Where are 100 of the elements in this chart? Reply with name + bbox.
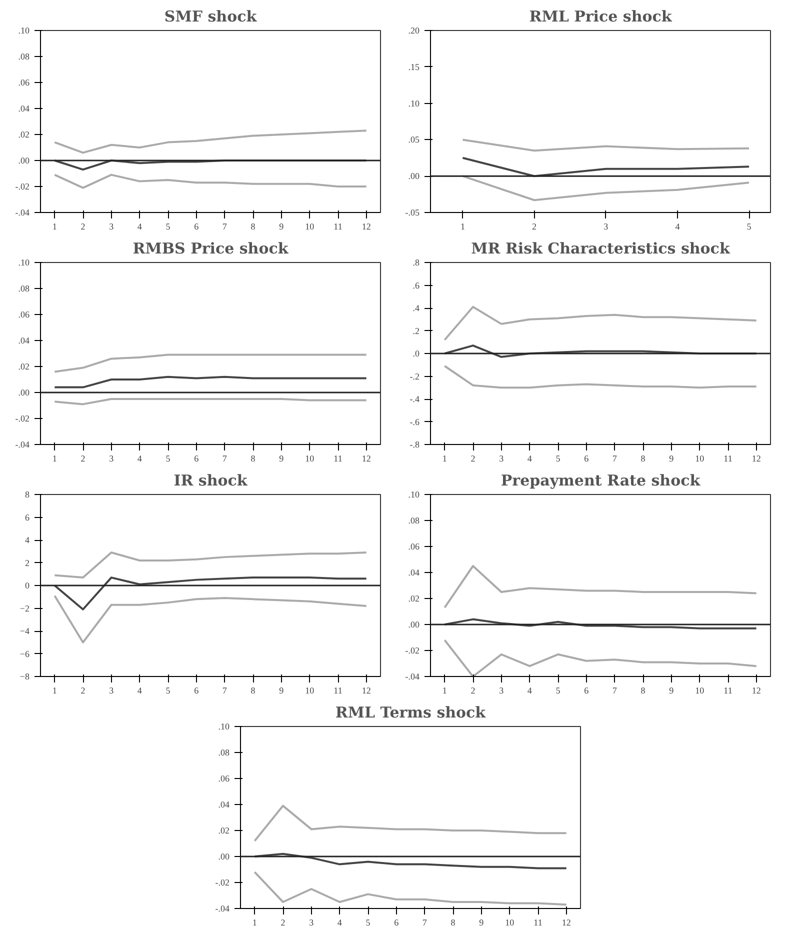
y-tick-label: 6 [25,512,30,522]
chart-title: SMF shock [164,8,258,26]
x-tick-label: 10 [305,222,315,232]
x-tick-label: 9 [279,454,284,464]
x-tick-label: 1 [442,686,447,696]
x-tick-label: 7 [222,686,228,696]
x-tick-label: 5 [166,454,171,464]
x-tick-label: 5 [166,686,171,696]
x-tick-label: 4 [675,222,680,232]
x-tick-label: 6 [194,454,200,464]
x-tick-label: 3 [109,686,114,696]
x-tick-label: 8 [250,454,256,464]
x-tick-label: 8 [640,686,646,696]
x-tick-label: 2 [532,222,537,232]
x-tick-label: 7 [422,918,428,928]
line-series [462,138,750,152]
y-tick-label: .00 [18,156,30,166]
y-tick-label: 2 [25,558,30,568]
y-tick-label: .00 [18,388,30,398]
line-series [444,306,758,341]
line-series [254,871,568,906]
y-tick-label: .02 [18,130,30,140]
x-tick-label: 5 [366,918,371,928]
x-tick-label: 10 [695,454,705,464]
x-tick-label: 1 [460,222,465,232]
y-tick-label: .2 [412,326,420,336]
x-tick-label: 4 [527,686,532,696]
line-series [54,576,368,610]
x-tick-label: 3 [109,454,114,464]
x-tick-label: 11 [534,918,542,928]
y-tick-label: -.02 [405,646,420,656]
line-series [462,156,750,178]
y-tick-label: .8 [412,258,420,268]
x-tick-label: 4 [137,686,142,696]
y-tick-label: .00 [408,620,420,630]
x-tick-label: 3 [309,918,314,928]
chart-title: RMBS Price shock [132,240,289,258]
y-tick-label: .05 [408,134,420,145]
y-tick-label: -.04 [405,672,420,682]
y-tick-label: -.4 [410,394,420,404]
y-tick-label: -.8 [410,440,420,450]
line-series [444,618,758,630]
x-tick-label: 10 [305,454,315,464]
y-tick-label: .04 [18,104,30,114]
x-tick-label: 12 [362,454,371,464]
x-tick-label: 11 [334,454,342,464]
x-tick-label: 5 [556,686,561,696]
x-tick-label: 4 [137,454,142,464]
x-tick-label: 2 [80,454,86,464]
y-tick-label: .0 [412,348,420,358]
x-tick-label: 2 [470,454,476,464]
x-tick-label: 8 [250,686,256,696]
y-tick-label: .10 [408,490,420,500]
line-series [54,376,368,388]
x-tick-label: 7 [612,686,618,696]
y-tick-label: .02 [18,362,30,372]
y-tick-label: -.05 [405,208,420,218]
y-tick-label: .06 [18,78,30,88]
x-tick-label: 7 [222,222,228,232]
chart-title: RML Price shock [529,8,672,26]
y-tick-label: .08 [218,748,230,758]
x-tick-label: 6 [394,918,400,928]
x-tick-label: 2 [80,686,86,696]
y-tick-label: .06 [218,774,230,784]
y-tick-label: .06 [408,542,420,552]
y-tick-label: −8 [20,672,30,682]
x-tick-label: 11 [724,454,732,464]
y-tick-label: .06 [18,310,30,320]
x-tick-label: 10 [695,686,705,696]
x-tick-label: 10 [305,686,315,696]
line-series [54,174,368,189]
line-series [54,354,368,373]
y-tick-label: −4 [20,626,30,636]
x-tick-label: 4 [527,454,532,464]
line-series [444,365,758,389]
chart-title: RML Terms shock [335,704,486,722]
x-tick-label: 6 [584,454,590,464]
y-tick-label: .6 [412,280,420,290]
x-tick-label: 6 [194,686,200,696]
x-tick-label: 1 [52,454,57,464]
y-tick-label: .08 [18,52,30,62]
x-tick-label: 9 [669,686,674,696]
x-tick-label: 12 [362,686,371,696]
y-tick-label: .10 [408,98,420,108]
x-tick-label: 8 [250,222,256,232]
y-tick-label: -.6 [410,416,420,427]
y-tick-label: .08 [408,516,420,526]
line-series [444,344,758,358]
x-tick-label: 9 [479,918,484,928]
x-tick-label: 3 [109,222,114,232]
x-tick-label: 1 [252,918,257,928]
x-tick-label: 2 [280,918,286,928]
x-tick-label: 9 [669,454,674,464]
x-tick-label: 5 [746,222,752,232]
x-tick-label: 4 [137,222,142,232]
line-series [54,130,368,154]
chart-title: IR shock [174,472,248,490]
x-tick-label: 3 [499,454,504,464]
x-tick-label: 5 [166,222,171,232]
chart-title: MR Risk Characteristics shock [471,240,730,258]
